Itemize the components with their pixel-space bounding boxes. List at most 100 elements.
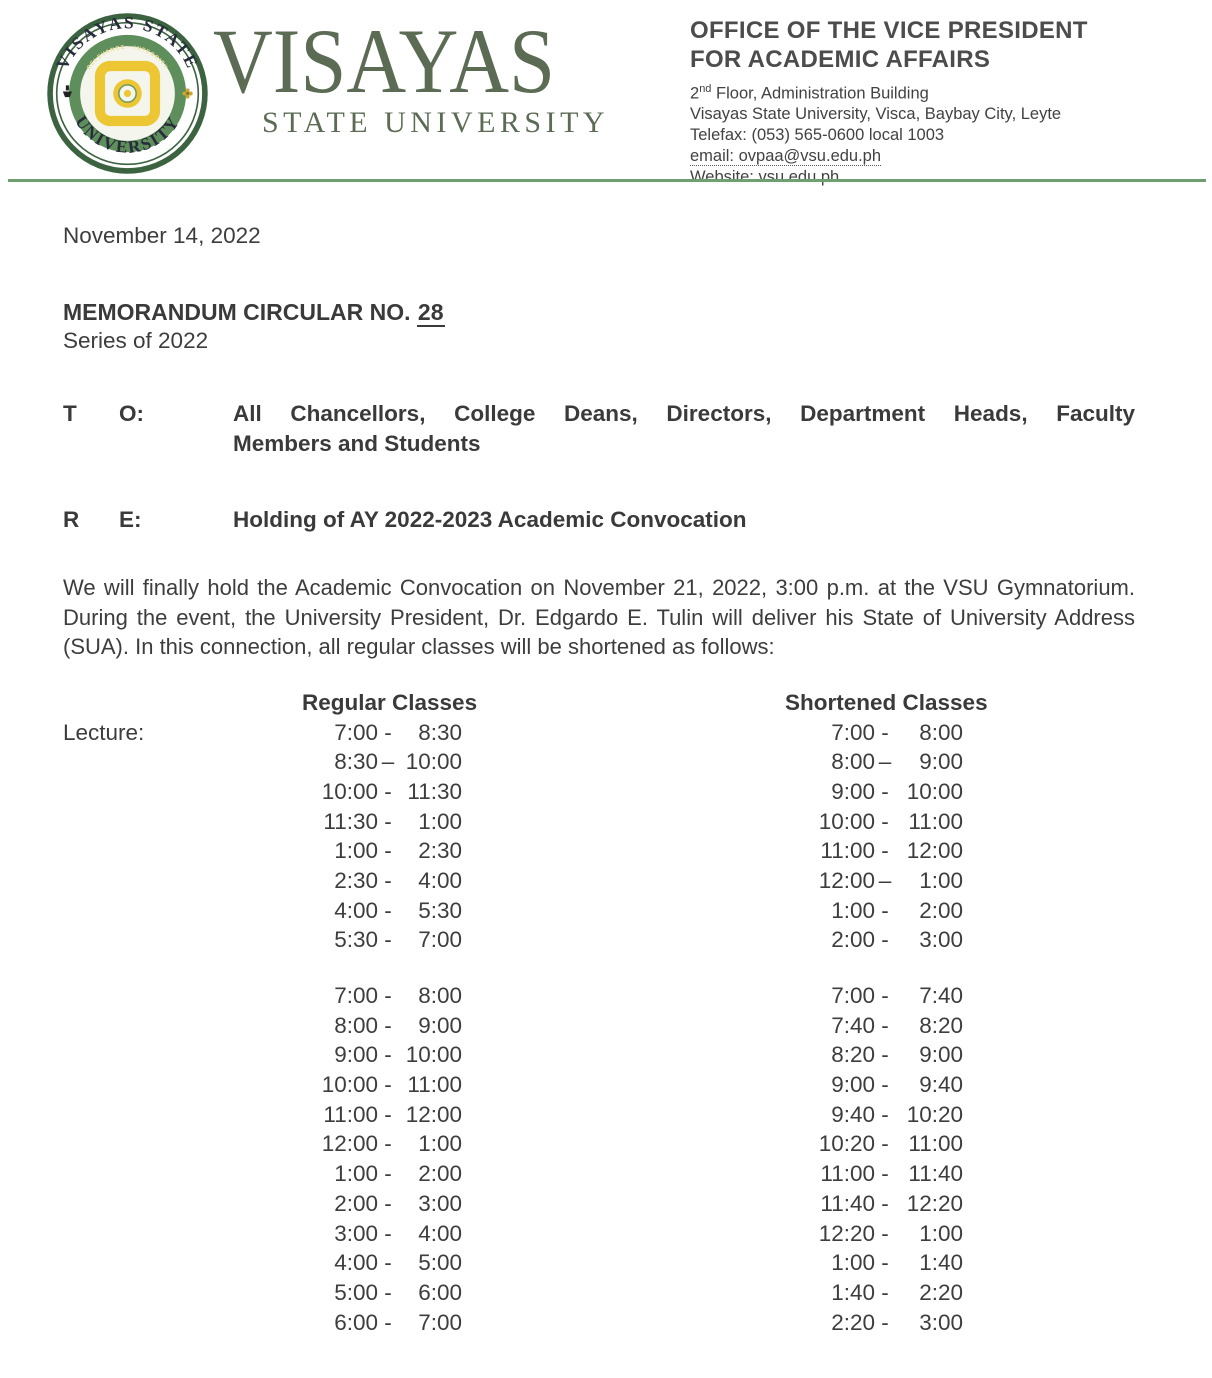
shortened-dash: - <box>881 1279 889 1305</box>
shortened-dash: - <box>881 1012 889 1038</box>
schedule-row: 5:00-6:00 1:40-2:20 <box>63 1278 1135 1308</box>
shortened-end-time: 9:00 <box>919 749 963 775</box>
shortened-time-range: 1:40- 2:20 <box>813 1278 963 1308</box>
regular-start-time: 12:00 <box>321 1131 378 1157</box>
schedule-row: 2:30-4:00 12:00– 1:00 <box>63 866 1135 896</box>
shortened-start-time: 12:20 <box>818 1220 875 1246</box>
memo-number-label: MEMORANDUM CIRCULAR NO. <box>63 299 417 325</box>
regular-end-time: 2:00 <box>418 1161 462 1187</box>
shortened-time-range: 8:00– 9:00 <box>813 747 963 777</box>
to-key-t: T <box>63 401 77 426</box>
column-spacer <box>462 1129 813 1159</box>
shortened-start-time: 11:00 <box>820 838 875 864</box>
regular-end-time: 9:00 <box>418 1012 462 1038</box>
column-spacer <box>462 1070 813 1100</box>
shortened-end-time: 8:20 <box>919 1012 963 1038</box>
shortened-start-time: 7:40 <box>831 1012 875 1038</box>
shortened-end-time: 11:00 <box>908 808 963 834</box>
shortened-time-range: 12:20- 1:00 <box>813 1219 963 1249</box>
schedule-row: Lecture: 7:00-8:30 7:00-8:00 <box>63 718 1135 748</box>
shortened-start-time: 12:00 <box>818 867 875 893</box>
regular-start-time: 5:30 <box>334 927 378 953</box>
office-email-line: email: ovpaa@vsu.edu.ph <box>690 146 1210 167</box>
regular-end-time: 1:00 <box>418 808 462 834</box>
shortened-start-time: 9:40 <box>831 1101 875 1127</box>
shortened-dash: - <box>881 1161 889 1187</box>
schedule-row: 10:00-11:30 9:00-10:00 <box>63 777 1135 807</box>
regular-time-range: 8:00-9:00 <box>316 1011 462 1041</box>
floor-number: 2 <box>690 84 700 103</box>
shortened-end-time: 3:00 <box>919 1309 963 1335</box>
regular-end-time: 7:00 <box>418 1309 462 1335</box>
re-subject: Holding of AY 2022-2023 Academic Convoca… <box>233 507 747 532</box>
to-recipients-line2: Members and Students <box>233 431 481 456</box>
shortened-end-time: 12:20 <box>906 1190 963 1216</box>
schedule-row: 8:30–10:00 8:00–9:00 <box>63 747 1135 777</box>
column-spacer <box>462 896 813 926</box>
shortened-start-time: 11:00 <box>820 1161 875 1187</box>
seal-lamp-icon <box>62 85 72 98</box>
to-key-o: O: <box>119 401 144 426</box>
shortened-start-time: 11:40 <box>820 1190 875 1216</box>
schedule-row: 6:00-7:00 2:20-3:00 <box>63 1308 1135 1338</box>
shortened-end-time: 10:20 <box>906 1101 963 1127</box>
seal-flower-icon <box>182 88 193 99</box>
regular-time-range: 4:00-5:30 <box>316 896 462 926</box>
office-floor-line: 2nd Floor, Administration Building <box>690 79 1210 104</box>
schedule-row-label <box>63 981 316 1011</box>
schedule-row-label <box>63 1189 316 1219</box>
regular-dash: - <box>384 1072 392 1098</box>
schedule-row: 11:00-12:00 9:40-10:20 <box>63 1100 1135 1130</box>
floor-ordinal-suffix: nd <box>699 83 712 95</box>
column-spacer <box>462 1040 813 1070</box>
shortened-start-time: 1:00 <box>831 1250 875 1276</box>
memo-paragraph: We will finally hold the Academic Convoc… <box>63 575 1135 659</box>
shortened-dash: - <box>881 778 889 804</box>
schedule-block-1: Lecture: 7:00-8:30 7:00-8:00 8:30–10:00 … <box>63 718 1135 956</box>
schedule-row-label <box>63 896 316 926</box>
regular-dash: - <box>384 1131 392 1157</box>
column-spacer <box>462 1189 813 1219</box>
shortened-dash: - <box>881 1131 889 1157</box>
schedule-row-label <box>63 807 316 837</box>
regular-dash: - <box>384 808 392 834</box>
schedule-row: 3:00-4:00 12:20-1:00 <box>63 1219 1135 1249</box>
regular-dash: – <box>381 749 395 775</box>
regular-time-range: 10:00-11:30 <box>316 777 462 807</box>
regular-end-time: 2:30 <box>418 838 462 864</box>
schedule-row: 8:00-9:00 7:40- 8:20 <box>63 1011 1135 1041</box>
regular-dash: - <box>384 1250 392 1276</box>
schedule-row-label: Lecture: <box>63 719 145 745</box>
regular-start-time: 7:00 <box>334 983 378 1008</box>
regular-time-range: 2:00-3:00 <box>316 1189 462 1219</box>
shortened-end-time: 8:00 <box>919 719 963 745</box>
schedule-row-label <box>63 836 316 866</box>
regular-end-time: 7:00 <box>418 927 462 953</box>
regular-start-time: 4:00 <box>334 1250 378 1276</box>
regular-time-range: 3:00-4:00 <box>316 1219 462 1249</box>
shortened-dash: - <box>881 1250 889 1276</box>
regular-time-range: 9:00-10:00 <box>316 1040 462 1070</box>
shortened-time-range: 9:00- 9:40 <box>813 1070 963 1100</box>
column-spacer <box>462 836 813 866</box>
column-spacer <box>462 925 813 955</box>
regular-dash: - <box>384 1190 392 1216</box>
shortened-end-time: 11:00 <box>908 1131 963 1157</box>
shortened-dash: - <box>881 1072 889 1098</box>
regular-dash: - <box>384 1220 392 1246</box>
column-spacer <box>462 1219 813 1249</box>
shortened-dash: - <box>881 808 889 834</box>
regular-start-time: 10:00 <box>321 1072 378 1098</box>
re-key-r: R <box>63 507 80 532</box>
seal-emblem <box>94 60 161 127</box>
shortened-end-time: 7:40 <box>919 983 963 1008</box>
shortened-time-range: 1:00- 1:40 <box>813 1248 963 1278</box>
shortened-time-range: 2:20- 3:00 <box>813 1308 963 1338</box>
shortened-start-time: 10:20 <box>818 1131 875 1157</box>
shortened-end-time: 10:00 <box>906 778 963 804</box>
shortened-time-range: 7:00- 7:40 <box>813 981 963 1011</box>
regular-time-range: 7:00- 8:00 <box>316 981 462 1011</box>
schedule-row-label <box>63 747 316 777</box>
column-spacer <box>462 1011 813 1041</box>
shortened-start-time: 7:00 <box>831 719 875 745</box>
